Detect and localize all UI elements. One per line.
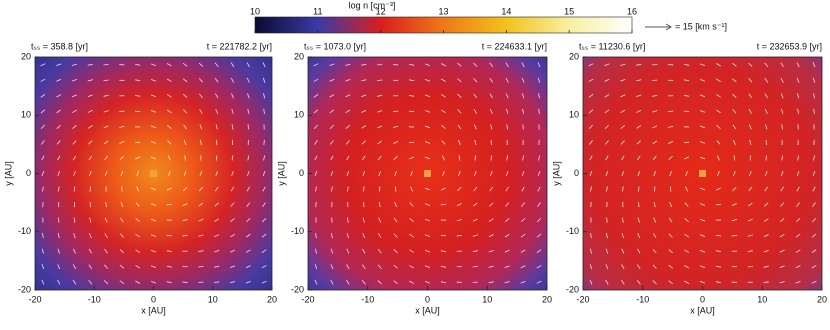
x-tick-label: 20 — [542, 294, 552, 304]
y-tick-label: 20 — [569, 51, 579, 61]
y-tick-label: 10 — [294, 110, 304, 120]
colorbar-tick-label: 12 — [376, 6, 386, 16]
y-tick-label: 0 — [26, 168, 31, 178]
velocity-arrow — [90, 202, 91, 207]
velocity-arrow — [441, 235, 446, 236]
velocity-arrow — [58, 218, 59, 223]
velocity-arrow — [122, 186, 123, 191]
time: t = 224633.1 [yr] — [482, 41, 547, 51]
x-tick-label: -10 — [88, 294, 101, 304]
colorbar-tick-label: 15 — [564, 6, 574, 16]
y-tick-label: 10 — [569, 110, 579, 120]
steady-time: tₛₛ = 1073.0 [yr] — [304, 41, 366, 51]
velocity-arrow — [167, 204, 172, 205]
y-axis-label: y [AU] — [276, 161, 286, 186]
velocity-arrow — [198, 266, 203, 267]
colorbar-label: log n [cm⁻³] — [349, 0, 396, 10]
colorbar-tick-label: 13 — [438, 6, 448, 16]
colorbar-tick-label: 10 — [250, 6, 260, 16]
velocity-arrow — [185, 155, 186, 160]
velocity-arrow — [135, 111, 140, 112]
time: t = 232653.9 [yr] — [757, 41, 822, 51]
y-tick-label: -10 — [291, 226, 304, 236]
steady-time: tₛₛ = 358.8 [yr] — [31, 41, 88, 51]
x-tick-label: 10 — [482, 294, 492, 304]
steady-time: tₛₛ = 11230.6 [yr] — [579, 41, 645, 51]
x-tick-label: 10 — [757, 294, 767, 304]
y-tick-label: 10 — [21, 110, 31, 120]
y-tick-label: -10 — [18, 226, 31, 236]
colorbar-tick-label: 16 — [627, 6, 637, 16]
x-axis-label: x [AU] — [690, 305, 715, 315]
velocity-arrow — [248, 124, 249, 129]
x-tick-label: 0 — [425, 294, 430, 304]
x-tick-label: 10 — [208, 294, 218, 304]
velocity-arrow — [119, 111, 124, 112]
x-tick-label: -10 — [636, 294, 649, 304]
y-tick-label: 0 — [574, 168, 579, 178]
x-tick-label: 0 — [151, 294, 156, 304]
velocity-arrow — [409, 111, 414, 112]
reference-arrow-label: = 15 [km s⁻¹] — [675, 21, 727, 31]
velocity-arrow — [104, 80, 109, 81]
x-tick-label: -20 — [576, 294, 589, 304]
sink-particle — [150, 170, 157, 177]
y-tick-label: 20 — [294, 51, 304, 61]
sink-particle — [699, 170, 706, 177]
y-axis-label: y [AU] — [551, 161, 561, 186]
velocity-arrow — [684, 111, 689, 112]
velocity-arrow — [135, 142, 140, 143]
colorbar-tick-label: 11 — [313, 6, 322, 16]
y-axis-label: y [AU] — [3, 161, 13, 186]
x-tick-label: 0 — [700, 294, 705, 304]
y-tick-label: 20 — [21, 51, 31, 61]
x-tick-label: -20 — [301, 294, 314, 304]
colorbar-tick-label: 14 — [501, 6, 511, 16]
y-tick-label: 0 — [299, 168, 304, 178]
velocity-arrow — [216, 140, 217, 145]
y-tick-label: -20 — [18, 284, 31, 294]
x-tick-label: -20 — [28, 294, 41, 304]
time: t = 221782.2 [yr] — [207, 41, 272, 51]
x-axis-label: x [AU] — [141, 305, 166, 315]
sink-particle — [424, 170, 431, 177]
velocity-arrow — [167, 235, 172, 236]
x-tick-label: 20 — [817, 294, 827, 304]
y-tick-label: -20 — [291, 284, 304, 294]
velocity-arrow — [716, 235, 721, 236]
y-tick-label: -10 — [566, 226, 579, 236]
x-axis-label: x [AU] — [415, 305, 440, 315]
x-tick-label: -10 — [361, 294, 374, 304]
y-tick-label: -20 — [566, 284, 579, 294]
velocity-arrow — [183, 235, 188, 236]
x-tick-label: 20 — [267, 294, 277, 304]
